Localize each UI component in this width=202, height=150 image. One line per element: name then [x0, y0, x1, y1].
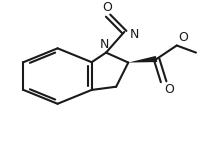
Text: N: N	[129, 28, 139, 41]
Polygon shape	[128, 56, 157, 63]
Text: O: O	[102, 1, 112, 14]
Text: O: O	[178, 31, 188, 44]
Text: O: O	[165, 83, 175, 96]
Text: N: N	[99, 38, 109, 51]
